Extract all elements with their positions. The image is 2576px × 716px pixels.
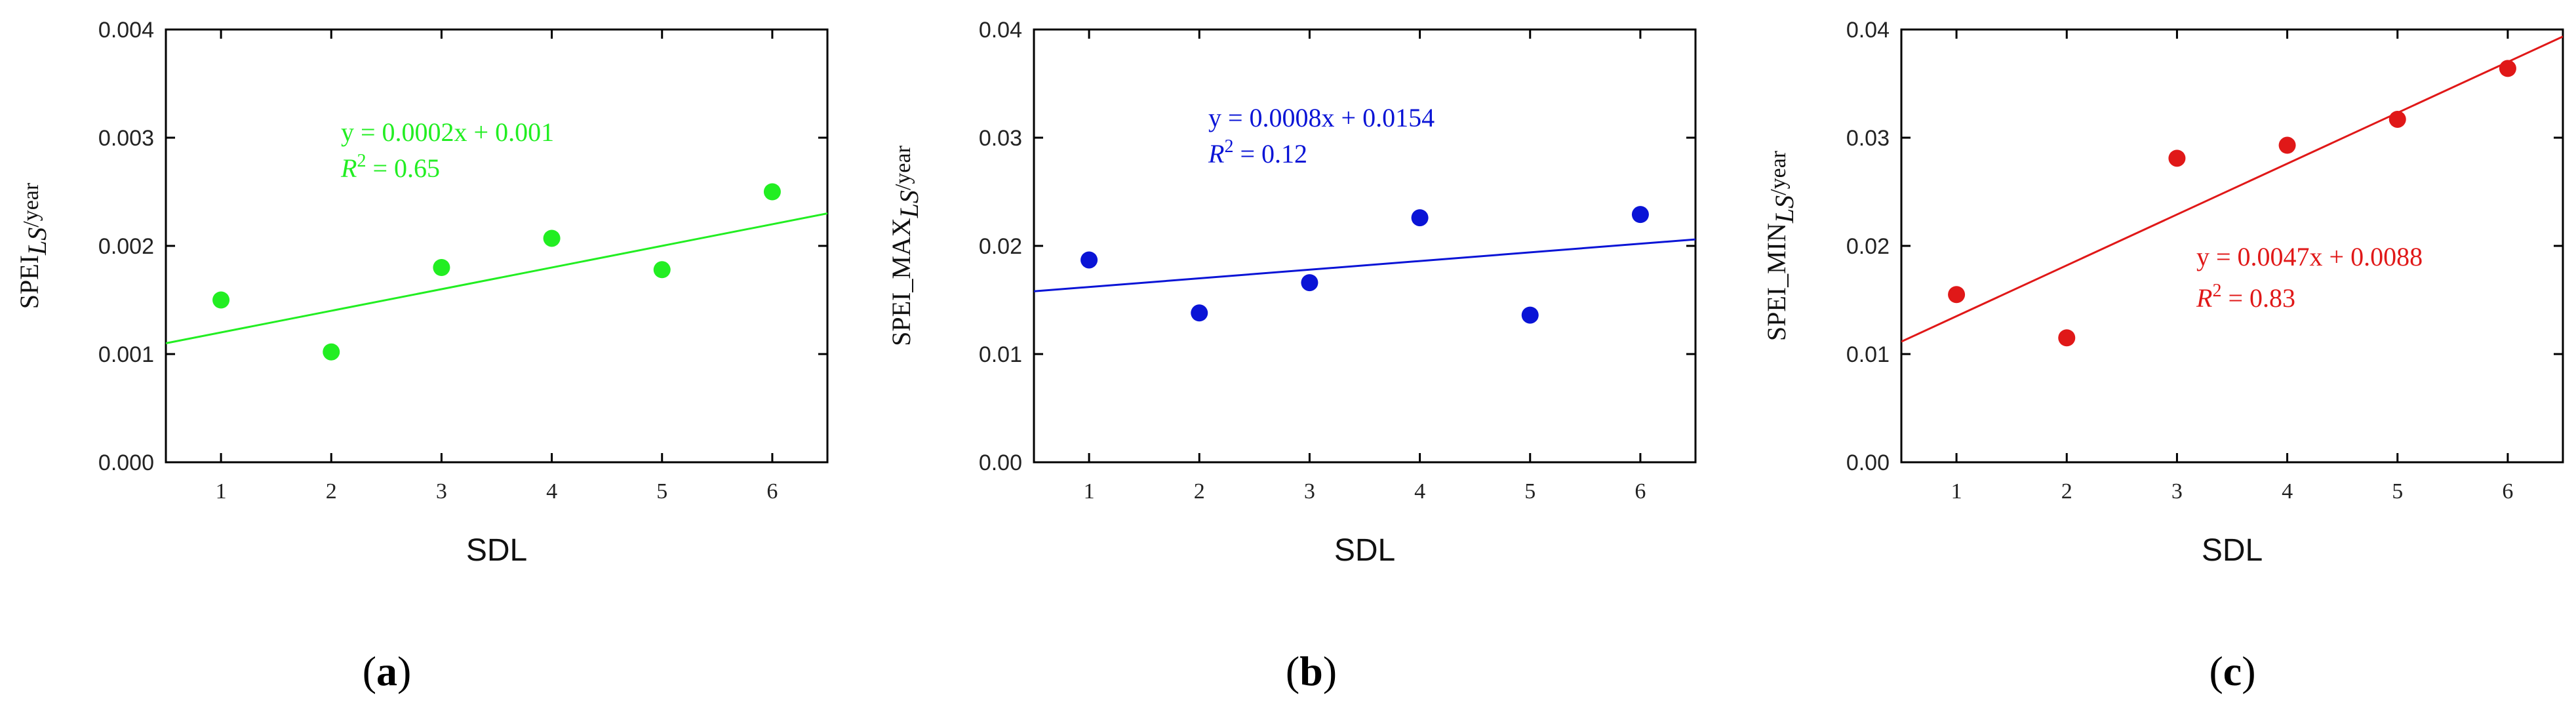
r-squared: R2 = 0.65 <box>340 151 440 183</box>
y-axis-title-main: SPEI <box>14 255 44 309</box>
r-squared-value: = 0.83 <box>2221 283 2295 313</box>
y-tick-label: 0.01 <box>979 342 1022 367</box>
data-point <box>1080 251 1098 269</box>
data-point <box>1411 209 1429 227</box>
panel-caption-letter: c <box>2223 648 2242 694</box>
y-axis-title-unit: /year <box>1766 150 1791 195</box>
x-tick-label: 6 <box>2502 479 2513 504</box>
regression-equation: y = 0.0047x + 0.0088 <box>2196 242 2423 271</box>
x-tick-label: 6 <box>1635 479 1646 504</box>
data-point <box>1191 304 1208 322</box>
x-tick-label: 4 <box>1414 479 1425 504</box>
y-tick-label: 0.03 <box>979 126 1022 151</box>
panel-caption-letter: a <box>376 648 397 694</box>
data-point <box>1521 306 1539 324</box>
y-axis-title-subscript: LS <box>894 190 924 218</box>
x-tick-label: 2 <box>1194 479 1205 504</box>
data-point <box>2278 136 2296 154</box>
data-point <box>763 183 781 201</box>
y-tick-label: 0.02 <box>1846 234 1890 259</box>
y-tick-label: 0.001 <box>98 342 154 367</box>
x-tick-label: 2 <box>326 479 337 504</box>
data-point <box>212 291 230 309</box>
y-tick-label: 0.04 <box>979 18 1022 43</box>
data-point <box>1301 274 1318 292</box>
y-axis-title-main: SPEI_MIN <box>1762 223 1791 341</box>
panel-caption-letter: b <box>1299 648 1323 694</box>
x-tick-label: 1 <box>1951 479 1962 504</box>
y-tick-label: 0.01 <box>1846 342 1890 367</box>
data-point <box>2499 60 2516 77</box>
data-point <box>2388 110 2406 128</box>
panel-caption: (c) <box>2209 648 2255 694</box>
panel-a: 0.000 0.001 0.002 0.003 0.004 1 2 3 4 5 6 y = 0.000… <box>14 18 829 694</box>
x-tick-label: 5 <box>656 479 667 504</box>
x-tick-label: 4 <box>2282 479 2293 504</box>
r-squared-symbol: R <box>340 153 357 183</box>
y-tick-label: 0.002 <box>98 234 154 259</box>
x-axis-title: SDL <box>466 533 527 568</box>
r-squared-symbol: R <box>1208 139 1224 169</box>
r-squared-symbol: R <box>2196 283 2212 313</box>
regression-equation: y = 0.0002x + 0.001 <box>341 117 554 147</box>
y-axis-title: SPEILS/year <box>14 182 52 309</box>
y-tick-label: 0.04 <box>1846 18 1890 43</box>
x-tick-label: 1 <box>216 479 227 504</box>
x-tick-label: 3 <box>2171 479 2183 504</box>
y-tick-label: 0.03 <box>1846 126 1890 151</box>
plot-frame <box>1033 28 1697 464</box>
y-axis-title-unit: /year <box>891 145 915 190</box>
data-point <box>323 343 340 361</box>
r-squared-exponent: 2 <box>1224 136 1233 157</box>
data-point <box>1631 206 1649 224</box>
x-tick-label: 3 <box>436 479 447 504</box>
panel-b: 0.00 0.01 0.02 0.03 0.04 1 2 3 4 5 6 y = 0.0008x + … <box>886 18 1697 694</box>
regression-line <box>1034 238 1695 292</box>
r-squared-exponent: 2 <box>357 151 366 171</box>
y-tick-label: 0.00 <box>979 450 1022 475</box>
y-axis-title-subscript: LS <box>22 228 52 256</box>
regression-equation: y = 0.0008x + 0.0154 <box>1208 103 1435 132</box>
y-tick-label: 0.00 <box>1846 450 1890 475</box>
r-squared: R2 = 0.12 <box>1208 136 1307 169</box>
data-point <box>543 229 561 247</box>
r-squared-value: = 0.12 <box>1233 139 1307 169</box>
y-tick-label: 0.000 <box>98 450 154 475</box>
panel-c: 0.00 0.01 0.02 0.03 0.04 1 2 3 4 5 6 y = 0.0047x + … <box>1762 18 2564 694</box>
regression-line <box>1901 35 2563 343</box>
r-squared-exponent: 2 <box>2212 281 2221 301</box>
x-tick-label: 3 <box>1304 479 1315 504</box>
data-point <box>433 259 450 276</box>
y-axis-title-main: SPEI_MAX <box>886 218 916 346</box>
y-axis-title: SPEI_MINLS/year <box>1762 150 1799 341</box>
plot-frame <box>165 28 829 464</box>
x-axis-title: SDL <box>2202 533 2263 568</box>
data-point <box>2168 149 2186 167</box>
y-axis-title-subscript: LS <box>1770 195 1799 224</box>
y-tick-label: 0.02 <box>979 234 1022 259</box>
r-squared: R2 = 0.83 <box>2196 281 2295 313</box>
x-tick-label: 6 <box>766 479 778 504</box>
y-axis-title-unit: /year <box>19 182 43 228</box>
y-tick-label: 0.004 <box>98 18 154 43</box>
regression-line <box>166 212 827 344</box>
data-point <box>653 261 671 279</box>
panel-caption: (a) <box>363 648 412 694</box>
y-tick-label: 0.003 <box>98 126 154 151</box>
data-point <box>2058 329 2076 347</box>
r-squared-value: = 0.65 <box>366 153 440 183</box>
x-axis-title: SDL <box>1334 533 1395 568</box>
data-point <box>1948 286 1966 304</box>
y-axis-title: SPEI_MAXLS/year <box>886 145 924 346</box>
x-tick-label: 4 <box>546 479 557 504</box>
panel-caption: (b) <box>1286 648 1337 694</box>
x-tick-label: 5 <box>1524 479 1536 504</box>
x-tick-label: 1 <box>1084 479 1095 504</box>
x-tick-label: 5 <box>2392 479 2403 504</box>
x-tick-label: 2 <box>2061 479 2072 504</box>
